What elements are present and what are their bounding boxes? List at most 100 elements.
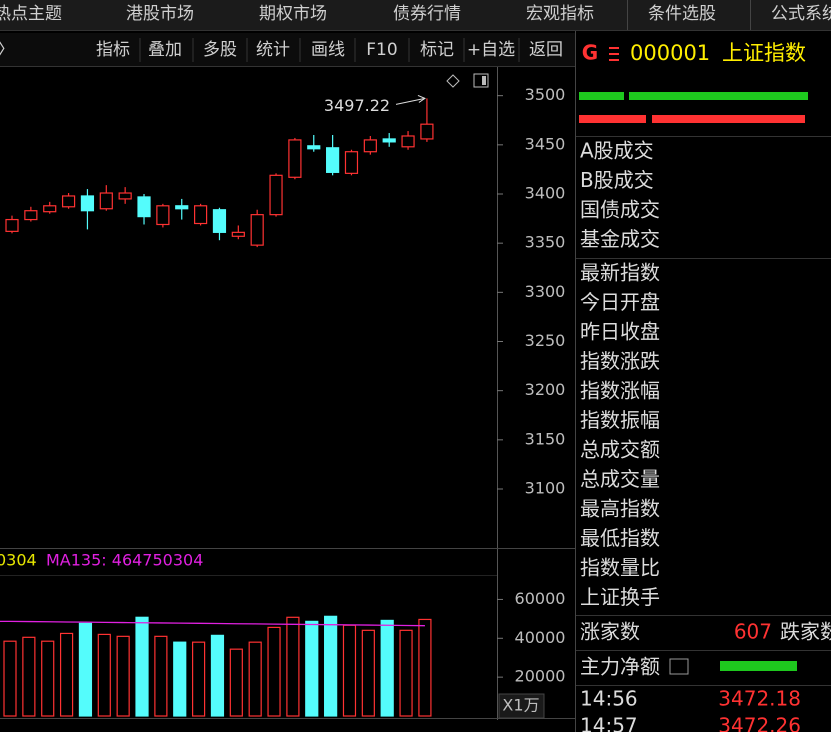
volume-bar bbox=[229, 648, 243, 717]
volume-bar bbox=[399, 629, 413, 717]
candle-body bbox=[420, 123, 434, 140]
panel-toggle-icon[interactable] bbox=[473, 73, 489, 88]
volume-bar bbox=[286, 616, 300, 717]
index-label: 总成交额 bbox=[580, 438, 660, 462]
candle-body bbox=[288, 139, 302, 178]
volume-bar bbox=[154, 635, 168, 717]
candle-body bbox=[99, 192, 113, 210]
volume-bar bbox=[267, 626, 281, 717]
volume-bar bbox=[116, 635, 130, 717]
index-label: 最新指数 bbox=[580, 261, 660, 285]
trade-label: 国债成交 bbox=[580, 198, 660, 222]
candle-body bbox=[250, 214, 264, 246]
candle-body bbox=[156, 205, 170, 226]
index-label: 指数振幅 bbox=[580, 408, 660, 432]
tab[interactable]: 期权市场 bbox=[259, 4, 327, 24]
toolbar-button[interactable]: 〉 bbox=[0, 40, 15, 60]
index-label: 上证换手 bbox=[580, 585, 660, 609]
volume-bar bbox=[22, 636, 36, 717]
index-label: 指数量比 bbox=[580, 556, 660, 580]
volume-legend: MA135: 464750304 bbox=[46, 551, 203, 570]
tab[interactable]: 公式系统 bbox=[771, 4, 831, 24]
buy-bar bbox=[629, 92, 808, 100]
toolbar-button[interactable]: 指标 bbox=[96, 40, 130, 60]
y-tick-label: 3500 bbox=[525, 85, 566, 104]
menu-icon[interactable] bbox=[609, 47, 619, 61]
y-tick-label: 3350 bbox=[525, 233, 566, 252]
sell-bar bbox=[652, 115, 805, 123]
candle-body bbox=[307, 145, 321, 150]
tab-bar bbox=[0, 0, 831, 30]
index-label: 指数涨跌 bbox=[580, 349, 660, 373]
stock-code: 000001 bbox=[630, 41, 710, 65]
tab[interactable]: 债券行情 bbox=[393, 4, 461, 24]
breadth-label: 涨家数 bbox=[580, 620, 640, 644]
volume-bar bbox=[418, 618, 432, 717]
candle-body bbox=[175, 205, 189, 210]
sell-bar bbox=[579, 115, 646, 123]
tick-time: 14:56 bbox=[580, 687, 638, 711]
trade-label: B股成交 bbox=[580, 168, 654, 192]
candle-body bbox=[363, 139, 377, 153]
y-tick-label: 40000 bbox=[515, 628, 566, 647]
y-tick-label: 3450 bbox=[525, 134, 566, 153]
candle-body bbox=[194, 205, 208, 225]
trade-label: 基金成交 bbox=[580, 227, 660, 251]
candle-body bbox=[212, 209, 227, 233]
candle-body bbox=[24, 210, 38, 221]
y-tick-label: 3150 bbox=[525, 429, 566, 448]
volume-bar bbox=[173, 641, 187, 717]
flow-icon[interactable] bbox=[669, 658, 689, 675]
annotation-arrow bbox=[395, 97, 426, 105]
tick-price: 3472.18 bbox=[718, 687, 801, 711]
volume-bar bbox=[342, 624, 357, 717]
y-tick-label: 3250 bbox=[525, 331, 566, 350]
y-tick-label: 60000 bbox=[515, 589, 566, 608]
volume-legend: 0304 bbox=[0, 551, 37, 570]
candle-body bbox=[43, 205, 57, 213]
toolbar-button[interactable]: 多股 bbox=[203, 40, 237, 60]
toolbar-button[interactable]: 画线 bbox=[311, 40, 345, 60]
flow-bar bbox=[720, 661, 797, 671]
volume-bar bbox=[361, 629, 375, 717]
volume-bar bbox=[324, 615, 338, 717]
tab[interactable]: 条件选股 bbox=[648, 4, 716, 24]
diamond-icon[interactable] bbox=[446, 74, 460, 88]
index-label: 今日开盘 bbox=[580, 290, 660, 314]
buy-bar bbox=[579, 92, 624, 100]
toolbar-button[interactable]: 标记 bbox=[420, 40, 454, 60]
candle-body bbox=[401, 135, 415, 148]
volume-bar bbox=[210, 634, 225, 717]
toolbar-button[interactable]: 返回 bbox=[529, 40, 563, 60]
toolbar-button[interactable]: 叠加 bbox=[148, 40, 182, 60]
unit-label: X1万 bbox=[502, 696, 539, 715]
tab[interactable]: 热点主题 bbox=[0, 4, 62, 24]
toolbar-button[interactable]: 统计 bbox=[256, 40, 290, 60]
volume-bar bbox=[305, 620, 319, 717]
tick-price: 3472.26 bbox=[718, 714, 801, 732]
breadth-label: 跌家数 bbox=[780, 620, 831, 644]
flow-label: 主力净额 bbox=[580, 655, 660, 679]
tab[interactable]: 宏观指标 bbox=[526, 4, 594, 24]
volume-bar bbox=[59, 632, 74, 717]
y-tick-label: 3300 bbox=[525, 282, 566, 301]
y-tick-label: 3100 bbox=[525, 479, 566, 498]
candle-body bbox=[382, 138, 396, 143]
volume-bar bbox=[135, 616, 149, 717]
annotation-arrowhead bbox=[417, 94, 426, 103]
toolbar-button[interactable]: F10 bbox=[366, 40, 397, 60]
candle-body bbox=[5, 218, 19, 232]
index-label: 最高指数 bbox=[580, 497, 660, 521]
candle-body bbox=[326, 147, 340, 173]
toolbar-button[interactable]: +自选 bbox=[467, 40, 515, 60]
index-label: 最低指数 bbox=[580, 526, 660, 550]
candle-body bbox=[137, 196, 151, 218]
tab[interactable]: 港股市场 bbox=[126, 4, 194, 24]
candle-body bbox=[118, 192, 132, 200]
ma-line bbox=[0, 620, 425, 627]
stock-name: 上证指数 bbox=[722, 41, 806, 65]
candle-body bbox=[80, 195, 95, 212]
trade-label: A股成交 bbox=[580, 139, 654, 163]
candle-body bbox=[61, 195, 76, 208]
